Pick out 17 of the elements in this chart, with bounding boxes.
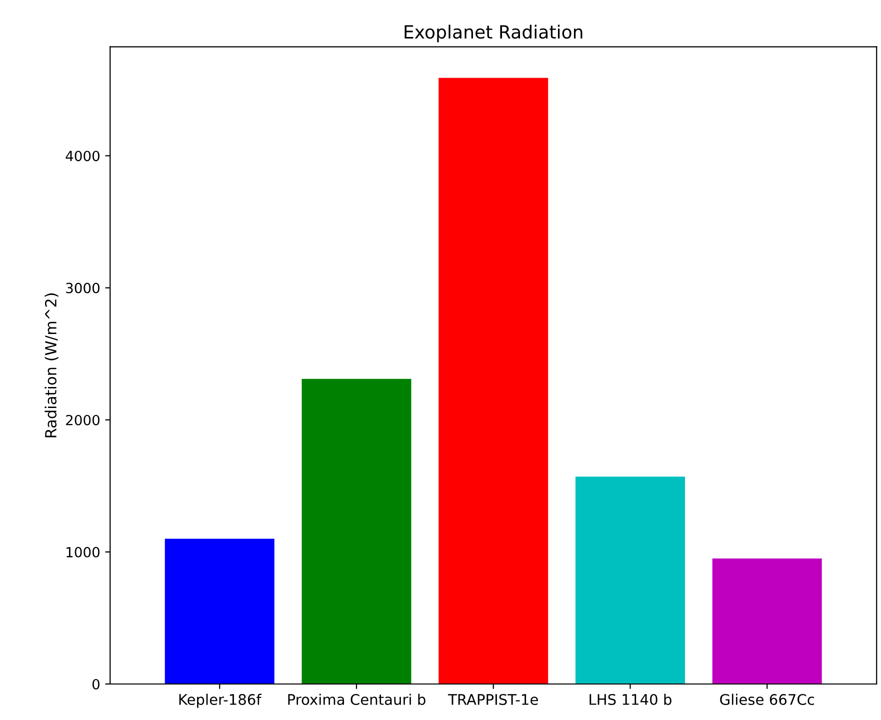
y-tick-label: 0 [92,678,100,690]
y-tick-label: 3000 [66,282,100,294]
bar [164,538,274,684]
x-tick-label: Gliese 667Cc [720,694,814,706]
bar [438,78,548,684]
y-tick-label: 1000 [66,546,100,558]
chart-title: Exoplanet Radiation [404,24,582,42]
y-tick-label: 2000 [66,414,100,426]
bar [302,378,412,684]
bar [575,476,685,684]
x-tick-label: LHS 1140 b [590,694,672,706]
x-tick-label: Kepler-186f [179,694,262,708]
y-tick-label: 4000 [66,150,100,162]
bar [712,558,822,684]
x-tick-label: Proxima Centauri b [288,694,426,706]
y-axis-title: Radiation (W/m^2) [44,293,58,438]
x-tick-label: TRAPPIST-1e [448,694,538,706]
